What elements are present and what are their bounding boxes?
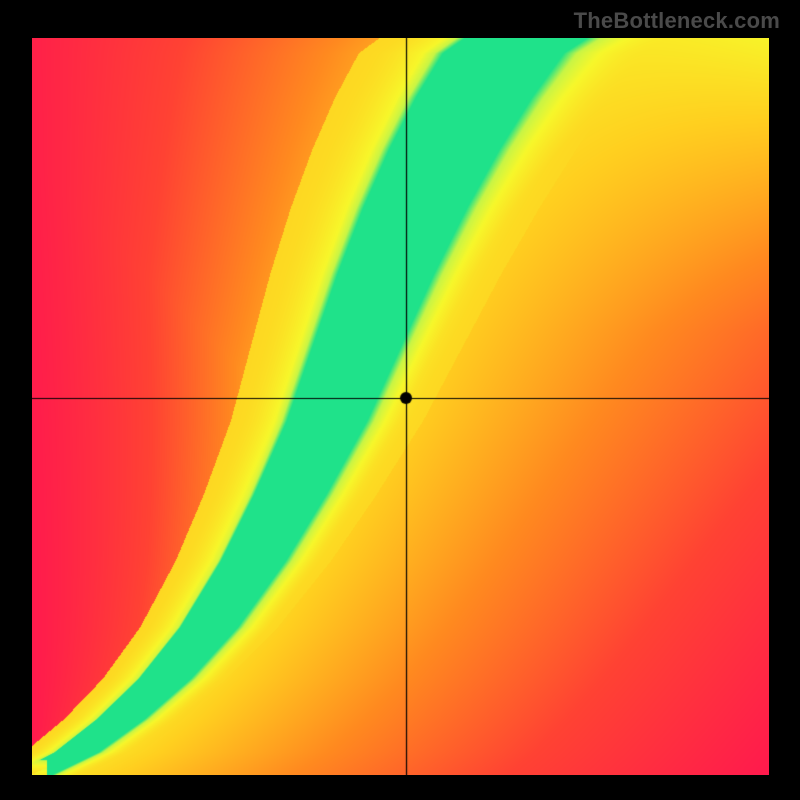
watermark-text: TheBottleneck.com: [574, 8, 780, 34]
chart-container: TheBottleneck.com: [0, 0, 800, 800]
overlay-canvas: [32, 38, 769, 775]
